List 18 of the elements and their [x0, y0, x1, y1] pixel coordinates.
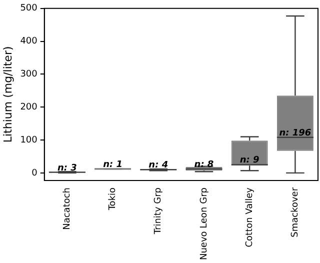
- y-tick-label: 0: [32, 168, 38, 178]
- annotation: n: 9: [240, 156, 260, 166]
- x-tick-label: Smackover: [290, 187, 301, 238]
- x-tick-label: Nuevo Leon Grp: [199, 187, 210, 260]
- y-tick-label: 500: [20, 4, 38, 14]
- y-tick-label: 200: [20, 102, 38, 112]
- x-tick-label: Nacatoch: [62, 187, 73, 230]
- annotation: n: 1: [103, 160, 122, 170]
- annotation: n: 196: [279, 128, 312, 138]
- x-tick-label: Tokio: [108, 187, 118, 212]
- y-tick-label: 400: [20, 36, 38, 47]
- y-axis-title: Lithium (mg/liter): [1, 46, 14, 143]
- x-tick-label: Trinity Grp: [154, 187, 164, 236]
- x-tick-label: Cotton Valley: [244, 186, 255, 248]
- y-tick-label: 300: [20, 70, 38, 80]
- annotation: n: 4: [148, 160, 168, 171]
- y-tick-label: 100: [20, 135, 38, 146]
- annotation: n: 3: [57, 163, 77, 174]
